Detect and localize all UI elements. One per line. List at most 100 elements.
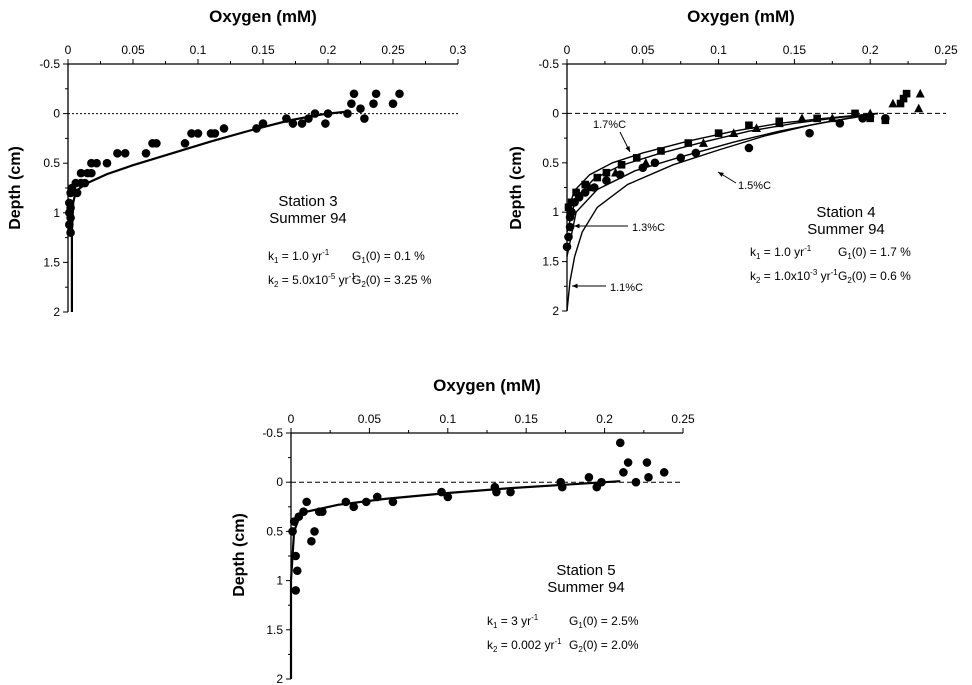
data-point-circle <box>437 487 446 497</box>
data-point-circle <box>258 119 268 128</box>
data-point-triangle <box>698 138 708 147</box>
x-axis-title: Oxygen (mM) <box>687 7 795 26</box>
data-point-circle <box>361 497 371 507</box>
arrowhead <box>572 283 578 289</box>
x-tick-label: 0.1 <box>439 412 456 426</box>
data-point-circle <box>349 89 359 99</box>
x-tick-label: 0.3 <box>450 43 467 57</box>
season-label: Summer 94 <box>807 221 885 238</box>
data-point-circle <box>650 158 660 168</box>
arrowhead <box>718 172 724 177</box>
y-tick-label: 1.5 <box>542 255 559 269</box>
x-tick-label: 0.1 <box>190 43 207 57</box>
data-point-circle <box>597 477 606 487</box>
x-tick-label: 0.05 <box>121 43 145 57</box>
data-point-square <box>684 139 693 147</box>
x-tick-label: 0.05 <box>631 43 655 57</box>
data-point-circle <box>562 242 572 252</box>
data-point-circle <box>371 89 381 99</box>
y-tick-label: 1 <box>276 574 283 588</box>
x-tick-label: 0 <box>288 412 295 426</box>
data-point-triangle <box>729 128 739 137</box>
data-point-circle <box>193 129 203 138</box>
data-point-circle <box>349 502 359 512</box>
data-point-triangle <box>915 88 925 98</box>
season-label: Summer 94 <box>547 579 625 596</box>
param-g-text: G1(0) = 2.5% <box>569 614 639 630</box>
param-g-text: G1(0) = 0.1 % <box>352 249 425 265</box>
data-point-circle <box>210 129 220 138</box>
data-point-triangle <box>774 118 784 128</box>
param-k-text: k1 = 1.0 yr-1 <box>268 248 330 265</box>
data-point-square <box>572 188 580 197</box>
x-tick-label: 0.25 <box>381 43 405 57</box>
data-point-circle <box>388 497 398 507</box>
station-label: Station 3 <box>278 193 337 210</box>
data-point-circle <box>321 119 330 128</box>
param-g-text: G2(0) = 0.6 % <box>838 269 911 285</box>
y-tick-label: 0.5 <box>266 524 283 538</box>
param-g-text: G2(0) = 2.0% <box>569 638 639 654</box>
param-k-text: k1 = 1.0 yr-1 <box>750 244 812 261</box>
curve-label: 1.1%C <box>610 282 643 294</box>
data-point-circle <box>341 497 351 507</box>
data-point-triangle <box>641 158 651 167</box>
station-label: Station 4 <box>816 204 875 221</box>
x-tick-label: 0.2 <box>862 43 879 57</box>
data-point-triangle <box>611 167 621 177</box>
data-point-circle <box>120 148 130 158</box>
chart-panel-3: Oxygen (mM) Depth (cm) 0 0.05 0.1 0.15 0.2 0.25… <box>231 376 695 685</box>
param-k-text: k2 = 1.0x10-3 yr-1 <box>750 268 838 285</box>
data-point-circle <box>87 168 96 178</box>
data-point-triangle <box>752 123 761 133</box>
data-point-circle <box>219 124 229 133</box>
season-label: Summer 94 <box>269 210 347 227</box>
curve-label: 1.5%C <box>738 180 771 192</box>
y-tick-label: 2 <box>276 672 283 685</box>
data-point-circle <box>356 104 365 113</box>
data-point-circle <box>299 507 308 517</box>
data-point-square <box>581 180 589 189</box>
data-point-square <box>657 147 665 155</box>
param-k-text: k2 = 0.002 yr-1 <box>487 637 562 654</box>
y-tick-label: 0 <box>552 106 559 120</box>
data-point-circle <box>318 507 327 517</box>
data-point-square <box>714 129 723 137</box>
data-point-square <box>866 114 874 123</box>
data-point-circle <box>291 586 301 595</box>
data-point-circle <box>858 114 867 123</box>
data-point-triangle <box>585 182 595 192</box>
data-point-circle <box>92 158 101 168</box>
data-point-circle <box>691 148 701 158</box>
data-point-triangle <box>914 103 924 113</box>
arrowhead <box>625 146 630 152</box>
data-point-circle <box>292 566 302 576</box>
data-point-circle <box>584 472 594 482</box>
data-point-circle <box>282 114 291 123</box>
y-tick-label: 0 <box>276 475 283 489</box>
data-point-triangle <box>827 113 837 123</box>
data-point-circle <box>152 139 161 148</box>
data-point-circle <box>744 143 754 153</box>
y-tick-label: -0.5 <box>39 57 60 71</box>
data-point-circle <box>76 168 86 178</box>
chart-panel-2: Oxygen (mM) Depth (cm) 0 0.05 0.1 0.15 0.2 0.25… <box>508 7 958 318</box>
data-point-circle <box>623 458 633 467</box>
param-g-text: G1(0) = 1.7 % <box>838 245 911 261</box>
data-point-circle <box>642 458 652 467</box>
data-point-circle <box>443 492 453 502</box>
data-point-circle <box>347 99 356 108</box>
data-point-triangle <box>865 108 875 118</box>
data-point-square <box>851 109 859 118</box>
data-point-circle <box>564 232 573 242</box>
data-point-circle <box>288 119 298 128</box>
y-tick-label: 1 <box>53 206 60 220</box>
data-point-circle <box>65 220 74 230</box>
data-point-square <box>617 160 626 169</box>
data-point-circle <box>388 99 398 108</box>
data-point-circle <box>644 472 653 482</box>
data-point-circle <box>302 497 311 507</box>
data-point-square <box>902 89 911 98</box>
y-tick-label: 1 <box>552 205 559 219</box>
